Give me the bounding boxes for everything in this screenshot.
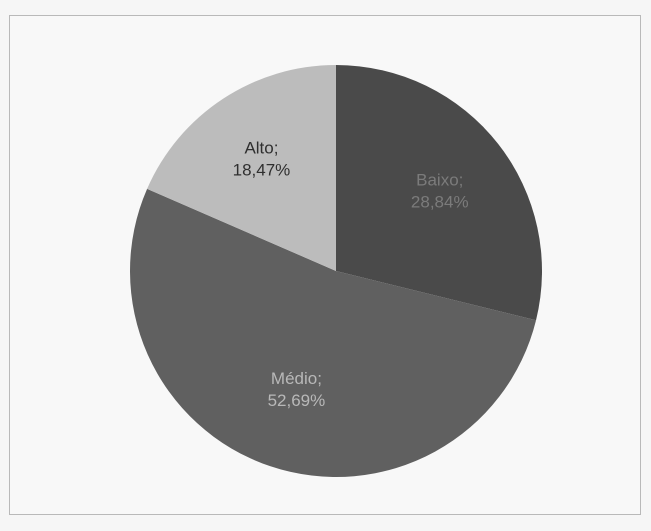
pie-slice-alto — [147, 65, 336, 271]
slice-category-label: Alto; — [244, 138, 278, 157]
chart-frame: Baixo; 28,84% Médio; 52,69% Alto; 18,47% — [9, 15, 641, 515]
slice-percent-label: 52,69% — [268, 391, 326, 410]
pie-slice-médio — [130, 188, 537, 478]
pie-slice-baixo — [336, 65, 542, 321]
slice-category-label: Baixo; — [416, 171, 463, 190]
slice-percent-label: 28,84% — [411, 193, 469, 212]
pie-chart: Baixo; 28,84% Médio; 52,69% Alto; 18,47% — [130, 65, 542, 478]
slice-percent-label: 18,47% — [233, 160, 291, 179]
slice-category-label: Médio; — [271, 369, 322, 388]
